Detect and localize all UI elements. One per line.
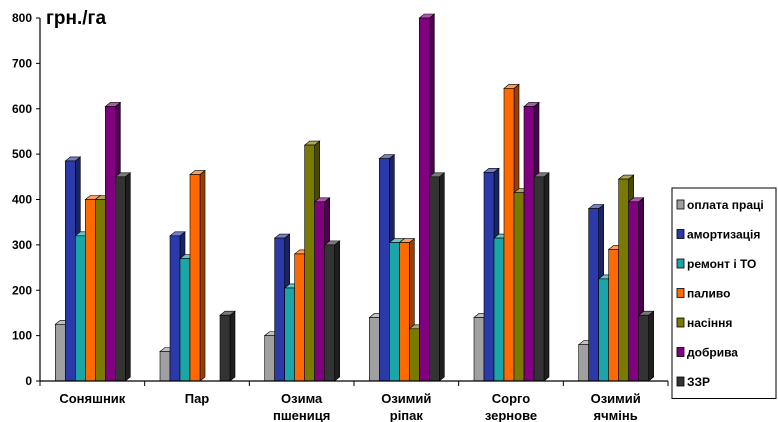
y-tick-label: 0 [25, 374, 32, 388]
y-tick-label: 100 [12, 329, 32, 343]
bar-front [389, 242, 400, 382]
bar-front [294, 253, 305, 382]
bar-front [189, 174, 201, 382]
legend-item: ремонт і ТО [676, 257, 756, 271]
bar-front [55, 323, 66, 382]
bar-front [513, 192, 525, 382]
x-tick-label: Озимий ячмінь [591, 391, 641, 422]
bar [533, 172, 550, 382]
legend-box [671, 187, 777, 399]
legend-swatch [676, 229, 685, 239]
legend: оплата праці амортизація ремонт і ТО паливо… [671, 187, 777, 399]
bars [54, 13, 655, 382]
bar-side [229, 310, 236, 382]
bar-front [274, 237, 285, 382]
y-axis-unit-label: грн./га [46, 8, 106, 29]
bar-side [334, 240, 340, 382]
legend-item: паливо [676, 287, 730, 301]
legend-item: оплата праці [676, 198, 764, 212]
bar-front [65, 160, 76, 382]
bar [428, 172, 446, 382]
y-tick-label: 500 [12, 147, 32, 161]
bar-front [473, 317, 485, 382]
x-tick-label: Сорго зернове [485, 391, 537, 422]
legend-label: оплата праці [687, 198, 764, 212]
y-tick-label: 600 [12, 102, 32, 116]
bar-side [543, 172, 550, 382]
x-tick-label: Озима пшениця [273, 391, 330, 422]
bar-front [483, 171, 495, 382]
legend-item: добрива [676, 346, 738, 360]
bar [323, 240, 341, 382]
bar-front [578, 344, 589, 382]
bar-front [493, 237, 505, 382]
bar-front [409, 328, 420, 382]
bar-side [648, 310, 654, 382]
y-tick-label: 200 [12, 283, 32, 297]
bar-front [503, 88, 515, 382]
bar-front [264, 335, 275, 382]
bar-front [169, 235, 181, 382]
legend-label: насіння [687, 316, 732, 330]
legend-label: ремонт і ТО [687, 257, 756, 271]
bar-front [628, 201, 639, 382]
x-tick-label: Пар [185, 391, 210, 406]
bar-side [199, 169, 206, 382]
bar-front [618, 178, 629, 382]
x-tick-label: Соняшник [59, 391, 125, 406]
legend-swatch [676, 347, 685, 357]
bar-front [533, 176, 545, 382]
bar-front [598, 278, 609, 382]
bar-front [95, 199, 106, 382]
bar-front [115, 176, 126, 382]
bar-front [219, 314, 231, 382]
legend-swatch [676, 199, 685, 210]
bar-front [608, 249, 619, 382]
bar-front [429, 176, 440, 382]
bar-front [588, 208, 599, 382]
bar [189, 169, 206, 382]
legend-label: амортизація [687, 228, 760, 242]
y-tick-label: 700 [12, 56, 32, 70]
legend-swatch [676, 288, 685, 298]
legend-item: амортизація [676, 228, 760, 242]
y-tick-label: 300 [12, 238, 32, 252]
legend-item: ЗЗР [676, 375, 710, 389]
bar-front [159, 351, 171, 382]
y-tick-label: 800 [12, 11, 32, 25]
bar [219, 310, 236, 382]
legend-label: добрива [687, 346, 738, 360]
bar-side [125, 172, 131, 382]
legend-label: ЗЗР [687, 375, 710, 389]
bar-front [304, 144, 315, 382]
y-axis: 0 100 200 300 400 500 600 700 800 [12, 11, 41, 388]
y-tick-label: 400 [12, 193, 32, 207]
bar-side [439, 172, 445, 382]
bar-front [284, 287, 295, 382]
bar-front [638, 314, 649, 382]
legend-item: насіння [676, 316, 732, 330]
bar-front [399, 242, 410, 382]
x-tick-label: Озимий ріпак [381, 391, 431, 422]
legend-swatch [676, 317, 685, 328]
legend-swatch [676, 376, 685, 387]
bar-front [379, 158, 390, 382]
bar [637, 310, 655, 382]
legend-swatch [676, 258, 685, 269]
bar-front [85, 199, 96, 382]
bar [114, 172, 132, 382]
x-axis: Соняшник Пар Озима пшениця Озимий ріпак Сорго з… [39, 380, 669, 422]
legend-label: паливо [687, 287, 730, 301]
bar-front [419, 17, 430, 382]
bar-front [179, 258, 191, 382]
bar-front [75, 235, 86, 382]
bar-front [105, 106, 116, 382]
bar-front [523, 106, 535, 382]
bar-front [324, 244, 335, 382]
bar-front [314, 201, 325, 382]
bar-front [369, 317, 380, 382]
